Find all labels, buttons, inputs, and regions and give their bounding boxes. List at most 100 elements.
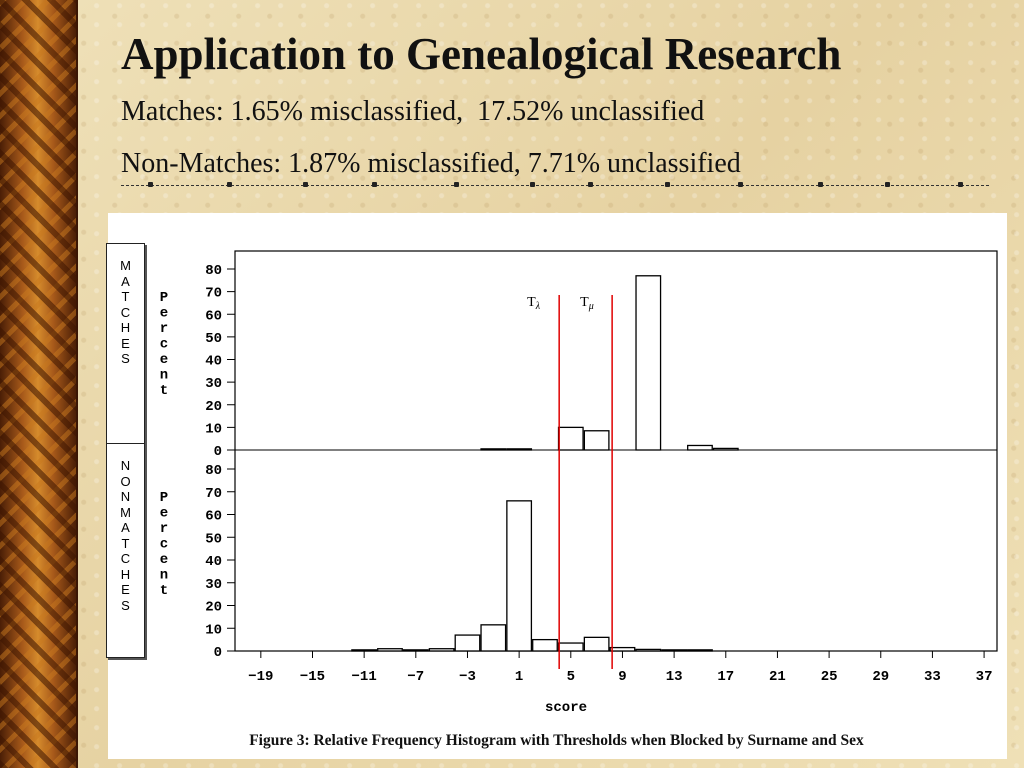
dashed-divider	[121, 185, 989, 186]
side-label-letter: M	[120, 504, 131, 520]
side-label-letter: N	[120, 489, 131, 504]
histogram-bar	[428, 648, 455, 652]
y-axis-label-letter: n	[160, 368, 168, 384]
x-tick-label: 17	[717, 669, 734, 685]
histogram-bar	[583, 636, 610, 652]
side-label-letter: N	[120, 458, 131, 473]
side-label-letter: O	[120, 473, 131, 489]
x-tick-label: 9	[618, 669, 626, 685]
x-tick-label: −3	[459, 669, 476, 685]
threshold-label: Tλ	[527, 295, 541, 312]
divider-dot	[665, 182, 670, 187]
y-axis-label-letter: r	[160, 521, 168, 537]
histogram-bar	[506, 500, 533, 652]
y-tick-label: 50	[205, 531, 222, 547]
divider-dot	[148, 182, 153, 187]
y-tick-label: 50	[205, 331, 222, 347]
threshold-label: Tμ	[580, 295, 594, 312]
x-tick-label: 25	[821, 669, 838, 685]
y-tick-label: 40	[205, 354, 222, 370]
plot-frame	[234, 250, 998, 652]
divider-dot	[530, 182, 535, 187]
y-tick-label: 20	[205, 399, 222, 415]
histogram-bar	[480, 624, 507, 652]
divider-dot	[372, 182, 377, 187]
histogram-bar	[609, 646, 636, 652]
y-axis-label-letter: P	[160, 490, 168, 506]
y-axis-label-letter: t	[160, 583, 168, 599]
histogram-bar	[532, 638, 558, 652]
y-tick-label: 80	[205, 463, 222, 479]
side-label-letter: C	[120, 551, 131, 566]
side-label-letter: H	[120, 566, 131, 582]
y-tick-label: 0	[214, 444, 222, 460]
y-axis-label-letter: t	[160, 383, 168, 399]
histogram-bar	[351, 649, 378, 652]
y-axis-label-letter: r	[160, 321, 168, 337]
histogram-bar	[712, 447, 739, 451]
histogram-chart: 01020304050607080Percent0102030405060708…	[160, 250, 998, 716]
nonmatches-stats: Non-Matches: 1.87% misclassified, 7.71% …	[121, 148, 741, 179]
y-axis-label-letter: P	[160, 290, 168, 306]
y-tick-label: 20	[205, 600, 222, 616]
y-tick-label: 30	[205, 577, 222, 593]
figure-caption: Figure 3: Relative Frequency Histogram w…	[128, 724, 985, 758]
y-tick-label: 60	[205, 509, 222, 525]
histogram-bar	[687, 444, 713, 451]
histogram-bar	[480, 448, 507, 451]
y-tick-label: 10	[205, 421, 222, 437]
side-label-letter: H	[120, 320, 131, 335]
side-label-letter: E	[121, 582, 130, 597]
side-label-letter: E	[121, 335, 130, 351]
histogram-bar	[454, 634, 481, 652]
x-tick-label: 21	[769, 669, 786, 685]
side-label-letter: S	[121, 597, 130, 613]
histogram-bar	[506, 448, 533, 451]
x-tick-label: −11	[352, 669, 377, 685]
y-tick-label: 10	[205, 622, 222, 638]
x-tick-label: −15	[300, 669, 325, 685]
side-label-letter: T	[121, 535, 130, 551]
divider-dot	[885, 182, 890, 187]
histogram-bar	[635, 275, 662, 451]
y-tick-label: 80	[205, 263, 222, 279]
slide-title: Application to Genealogical Research	[121, 29, 842, 79]
histogram-bar	[583, 430, 610, 451]
y-axis-label-letter: e	[160, 306, 168, 322]
divider-dot	[588, 182, 593, 187]
x-tick-label: −7	[407, 669, 424, 685]
y-axis-label-letter: n	[160, 568, 168, 584]
divider-dot	[738, 182, 743, 187]
y-axis-label-letter: c	[160, 337, 168, 353]
y-tick-label: 60	[205, 308, 222, 324]
x-tick-label: 37	[976, 669, 993, 685]
divider-dot	[303, 182, 308, 187]
x-tick-label: 33	[924, 669, 941, 685]
y-tick-label: 70	[205, 486, 222, 502]
divider-dot	[818, 182, 823, 187]
y-axis-label-letter: e	[160, 352, 168, 368]
histogram-bar	[661, 649, 688, 652]
side-label-letter: T	[121, 289, 130, 304]
x-tick-label: 5	[567, 669, 575, 685]
y-axis-label-letter: c	[160, 537, 168, 553]
x-tick-label: 13	[666, 669, 683, 685]
histogram-bar	[377, 648, 403, 652]
y-tick-label: 70	[205, 286, 222, 302]
side-label-letter: C	[120, 304, 131, 320]
x-tick-label: 1	[515, 669, 523, 685]
side-label-letter: S	[121, 351, 130, 366]
y-tick-label: 40	[205, 554, 222, 570]
divider-dot	[454, 182, 459, 187]
matches-stats: Matches: 1.65% misclassified, 17.52% unc…	[121, 96, 705, 127]
x-axis-label: score	[545, 700, 587, 716]
side-label-letter: M	[120, 258, 131, 273]
divider-dot	[227, 182, 232, 187]
side-label-letter: A	[121, 273, 130, 289]
y-axis-label-letter: e	[160, 506, 168, 522]
histogram-bar	[635, 648, 662, 652]
x-tick-label: 29	[872, 669, 889, 685]
